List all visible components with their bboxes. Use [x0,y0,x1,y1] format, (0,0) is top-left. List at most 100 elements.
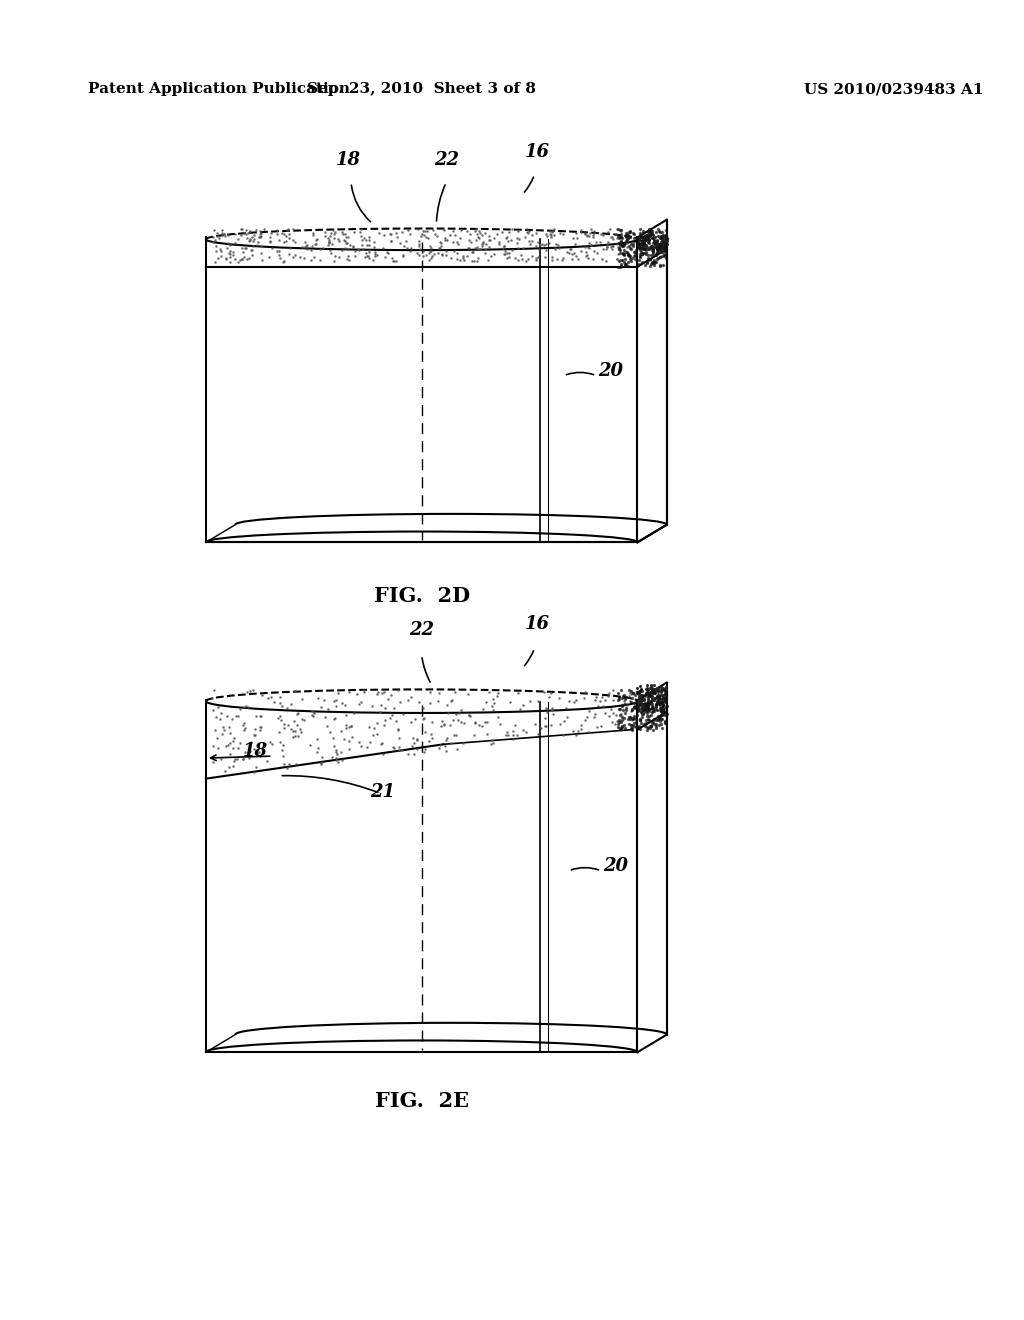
Point [651,700,668,721]
Point [642,705,658,726]
Point [609,710,626,731]
Point [632,222,648,243]
Point [647,698,664,719]
Point [459,220,475,242]
Point [649,235,666,256]
Point [611,239,628,260]
Point [609,717,626,738]
Point [640,232,656,253]
Point [322,232,338,253]
Point [333,741,349,762]
Point [565,243,582,264]
Point [630,234,646,255]
Point [624,700,640,721]
Point [292,247,308,268]
Point [648,697,665,718]
Point [411,235,427,256]
Point [641,698,657,719]
Point [649,239,666,260]
Point [643,693,659,714]
Point [399,238,416,259]
Point [638,684,654,705]
Point [603,236,620,257]
Point [641,230,657,251]
Point [439,727,456,748]
Point [632,224,648,246]
Point [290,726,306,747]
Point [652,226,669,247]
Point [287,680,303,701]
Point [544,249,560,271]
Point [275,224,292,246]
Point [605,690,622,711]
Point [618,230,635,251]
Point [236,246,252,267]
Point [331,231,347,252]
Point [249,234,265,255]
Point [650,236,667,257]
Point [657,235,674,256]
Point [620,256,636,277]
Point [652,222,669,243]
Point [643,220,659,242]
Point [252,220,268,242]
Point [621,222,637,243]
Point [648,238,665,259]
Point [439,230,456,251]
Point [242,741,258,762]
Point [477,692,494,713]
Point [227,248,244,269]
Point [613,709,630,730]
Point [656,713,673,734]
Point [639,224,655,246]
Point [653,680,670,701]
Point [634,697,650,718]
Point [625,222,641,243]
Point [226,750,243,771]
Point [622,226,638,247]
Point [631,228,647,249]
Point [331,247,347,268]
Point [631,227,647,248]
Point [625,719,641,741]
Point [442,733,459,754]
Point [304,236,321,257]
Point [485,689,502,710]
Point [657,232,674,253]
Point [352,226,369,247]
Point [561,243,578,264]
Point [636,689,652,710]
Point [500,230,516,251]
Point [599,236,615,257]
Point [635,236,651,257]
Point [530,238,547,259]
Point [394,222,411,243]
Point [499,722,515,743]
Point [638,227,654,248]
Point [652,235,669,256]
Point [618,223,635,244]
Point [640,248,656,269]
Point [635,234,651,255]
Point [369,711,385,733]
Point [325,746,341,767]
Point [628,715,644,737]
Point [220,224,237,246]
Point [270,244,287,265]
Point [358,737,375,758]
Point [330,228,346,249]
Point [577,686,593,708]
Point [274,223,291,244]
Point [544,247,560,268]
Point [243,230,259,251]
Point [611,227,628,248]
Point [578,242,594,263]
Point [263,734,280,755]
Point [646,682,663,704]
Point [246,739,262,760]
Point [411,231,427,252]
Point [611,238,628,259]
Point [338,715,354,737]
Point [617,227,634,248]
Point [209,697,225,718]
